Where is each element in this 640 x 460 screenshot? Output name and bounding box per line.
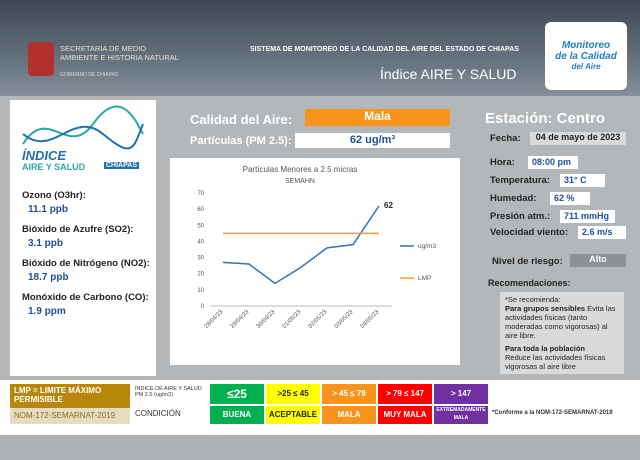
pollutant-value: 1.9 ppm bbox=[24, 305, 114, 319]
index-label: ÍNDICE DE AIRE Y SALUD PM 2.5 (ug/m3) bbox=[135, 386, 202, 398]
pollutant-label: Bióxido de Azufre (SO2): bbox=[22, 224, 134, 235]
legend-label: ug/m3 bbox=[418, 243, 436, 250]
y-tick-label: 40 bbox=[197, 239, 204, 245]
level-range: ≤25 bbox=[210, 384, 264, 404]
risk-value: Alto bbox=[570, 254, 626, 267]
wave bbox=[22, 105, 144, 150]
pollutant-value: 11.1 ppb bbox=[24, 203, 114, 217]
index-logo: AIRE Y SALUD bbox=[22, 162, 86, 172]
x-tick-label: 04/05/23 bbox=[360, 309, 381, 330]
pollutant-label: Ozono (O3hr): bbox=[22, 190, 86, 201]
chart-subtitle: SEMAHN bbox=[285, 178, 315, 185]
system-title: SISTEMA DE MONITOREO DE LA CALIDAD DEL A… bbox=[250, 46, 519, 53]
logo-text: de la Calidad bbox=[555, 51, 617, 62]
field-label: Humedad: bbox=[490, 193, 537, 204]
header bbox=[0, 0, 640, 96]
legend-label: LMP bbox=[418, 275, 431, 282]
field-value: 62 % bbox=[550, 192, 590, 205]
nom: NOM-172-SEMARNAT-2019 bbox=[10, 408, 130, 424]
rec-group: Para grupos sensibles bbox=[505, 304, 586, 313]
level-range: > 79 ≤ 147 bbox=[378, 384, 432, 404]
index-state: CHIAPAS bbox=[104, 162, 139, 169]
logo: Monitoreo de la Calidad del Aire bbox=[545, 22, 627, 90]
x-tick-label: 28/04/23 bbox=[204, 309, 225, 330]
pm-value: 62 ug/m³ bbox=[295, 133, 450, 148]
pm-label: Partículas (PM 2.5): bbox=[190, 135, 292, 147]
chart-title: Partículas Menores a 2.5 micras bbox=[243, 165, 358, 174]
pollutant-value: 18.7 ppb bbox=[24, 271, 114, 285]
rec-text: Reduce las actividades físicas vigorosas… bbox=[505, 353, 606, 371]
government: GOBIERNO DE CHIAPAS bbox=[60, 72, 119, 78]
nom-note: *Conforme a la NOM-172-SEMARNAT-2019 bbox=[492, 410, 613, 416]
field-value: 2.6 m/s bbox=[578, 226, 626, 239]
x-tick-label: 02/05/23 bbox=[308, 309, 329, 330]
pollutant-label: Monóxido de Carbono (CO): bbox=[22, 292, 149, 303]
logo-text: Monitoreo bbox=[561, 40, 611, 51]
y-tick-label: 30 bbox=[197, 256, 204, 262]
rec-intro: *Se recomienda: bbox=[505, 295, 561, 304]
level-range: >25 ≤ 45 bbox=[266, 384, 320, 404]
emblem bbox=[28, 42, 54, 76]
index-logo: ÍNDICE bbox=[22, 148, 67, 163]
rec-group: Para toda la población bbox=[505, 344, 586, 353]
x-tick-label: 03/05/23 bbox=[334, 309, 355, 330]
page-title: Índice AIRE Y SALUD bbox=[380, 66, 517, 82]
agency: SECRETARÍA DE MEDIO AMBIENTE E HISTORIA … bbox=[60, 44, 179, 62]
field-value: 31° C bbox=[560, 174, 605, 187]
field-label: Presión atm.: bbox=[490, 211, 551, 222]
level-condition: BUENA bbox=[210, 406, 264, 424]
series-line bbox=[222, 205, 380, 285]
y-tick-label: 20 bbox=[197, 272, 204, 278]
condition-label: CONDICIÓN bbox=[135, 409, 181, 418]
x-tick-label: 30/04/23 bbox=[256, 309, 277, 330]
chart: Partículas Menores a 2.5 micras SEMAHN 0… bbox=[170, 158, 460, 365]
field-label: Hora: bbox=[490, 157, 515, 168]
level-condition: EXTREMADAMENTE MALA bbox=[434, 406, 488, 424]
quality-value: Mala bbox=[305, 109, 450, 126]
y-tick-label: 60 bbox=[197, 207, 204, 213]
field-value: 711 mmHg bbox=[560, 210, 615, 223]
y-tick-label: 10 bbox=[197, 288, 204, 294]
field-value: 08:00 pm bbox=[528, 156, 578, 169]
station: Estación: Centro bbox=[485, 110, 606, 127]
pollutant-value: 3.1 ppb bbox=[24, 237, 114, 251]
data-label: 62 bbox=[384, 201, 393, 210]
level-range: > 147 bbox=[434, 384, 488, 404]
field-label: Velocidad viento: bbox=[490, 227, 569, 238]
y-tick-label: 70 bbox=[197, 191, 204, 197]
x-tick-label: 01/05/23 bbox=[282, 309, 303, 330]
recommendations-label: Recomendaciones: bbox=[488, 278, 571, 288]
level-condition: MUY MALA bbox=[378, 406, 432, 424]
quality-label: Calidad del Aire: bbox=[190, 112, 293, 127]
recommendations: *Se recomienda: Para grupos sensibles Ev… bbox=[500, 292, 624, 374]
risk-label: Nivel de riesgo: bbox=[492, 256, 563, 267]
level-range: > 45 ≤ 79 bbox=[322, 384, 376, 404]
field-label: Temperatura: bbox=[490, 175, 551, 186]
level-condition: ACEPTABLE bbox=[266, 406, 320, 424]
field-label: Fecha: bbox=[490, 133, 521, 144]
field-value: 04 de mayo de 2023 bbox=[530, 132, 626, 145]
level-condition: MALA bbox=[322, 406, 376, 424]
rec-text: Evita las actividades físicas (tanto mod… bbox=[505, 304, 616, 340]
lmp: LMP = LIMITE MÁXIMO PERMISIBLE bbox=[10, 384, 130, 408]
footer bbox=[0, 435, 640, 460]
pollutant-label: Bióxido de Nitrógeno (NO2): bbox=[22, 258, 150, 269]
logo-text: del Aire bbox=[571, 62, 601, 71]
y-tick-label: 50 bbox=[197, 223, 204, 229]
y-tick-label: 0 bbox=[201, 304, 205, 310]
x-tick-label: 29/04/23 bbox=[230, 309, 251, 330]
